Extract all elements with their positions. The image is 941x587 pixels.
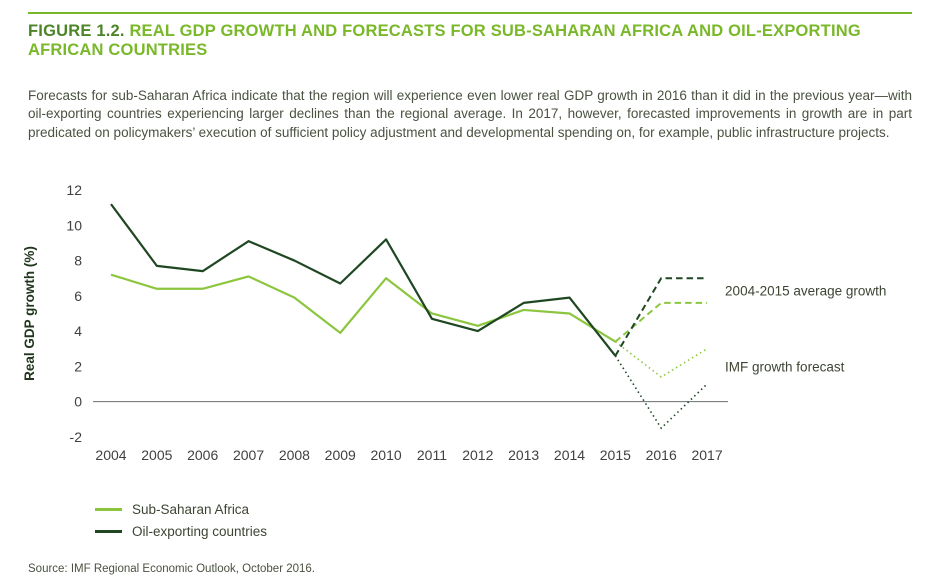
legend-label: Oil-exporting countries bbox=[132, 523, 268, 539]
x-tick-label: 2005 bbox=[141, 447, 172, 463]
series-line-forecast-dotted bbox=[614, 341, 708, 378]
gdp-growth-line-chart: 12 10 8 6 4 2 0 -2 2004 2005 2006 2007 2008 2009 2010 2… bbox=[22, 182, 886, 463]
figure-title: FIGURE 1.2. REAL GDP GROWTH AND FORECAST… bbox=[28, 22, 904, 60]
x-tick-label: 2012 bbox=[462, 447, 493, 463]
x-tick-label: 2017 bbox=[691, 447, 722, 463]
series-line-forecast-dotted bbox=[614, 355, 708, 430]
x-tick-label: 2010 bbox=[371, 447, 402, 463]
figure-number: FIGURE 1.2. bbox=[28, 22, 125, 40]
y-tick-label: 10 bbox=[66, 217, 82, 233]
x-tick-label: 2009 bbox=[325, 447, 356, 463]
x-tick-label: 2011 bbox=[417, 447, 447, 463]
y-tick-label: 6 bbox=[74, 288, 82, 304]
chart-legend: Sub-Saharan Africa Oil-exporting countri… bbox=[95, 498, 267, 542]
y-tick-label: -2 bbox=[70, 429, 83, 445]
source-note: Source: IMF Regional Economic Outlook, O… bbox=[28, 563, 316, 575]
series-line-average-dashed bbox=[614, 277, 708, 357]
y-tick-label: 0 bbox=[74, 394, 82, 410]
x-tick-label: 2014 bbox=[554, 447, 585, 463]
chart-annotation: IMF growth forecast bbox=[725, 359, 845, 374]
series-line-historical bbox=[110, 273, 616, 343]
x-tick-label: 2006 bbox=[187, 447, 218, 463]
series-line-average-dashed bbox=[614, 301, 708, 343]
y-axis-label: Real GDP growth (%) bbox=[22, 246, 37, 381]
y-tick-label: 4 bbox=[74, 323, 82, 339]
y-tick-label: 2 bbox=[74, 358, 82, 374]
top-rule bbox=[28, 12, 912, 14]
y-tick-label: 8 bbox=[74, 253, 82, 269]
legend-line-swatch-dark-green bbox=[95, 529, 122, 533]
y-tick-label: 12 bbox=[66, 182, 82, 198]
x-tick-label: 2015 bbox=[600, 447, 631, 463]
x-tick-label: 2013 bbox=[508, 447, 539, 463]
x-tick-label: 2007 bbox=[233, 447, 264, 463]
legend-item-oil-exporting-countries: Oil-exporting countries bbox=[95, 520, 267, 542]
figure-description: Forecasts for sub-Saharan Africa indicat… bbox=[28, 88, 912, 140]
series-line-historical bbox=[110, 203, 617, 357]
legend-label: Sub-Saharan Africa bbox=[132, 501, 250, 517]
figure-heading-text: REAL GDP GROWTH AND FORECASTS FOR SUB-SA… bbox=[28, 22, 861, 59]
x-tick-label: 2016 bbox=[646, 447, 677, 463]
x-tick-label: 2008 bbox=[279, 447, 310, 463]
legend-item-sub-saharan-africa: Sub-Saharan Africa bbox=[95, 498, 267, 520]
chart-annotation: 2004-2015 average growth bbox=[725, 284, 886, 299]
legend-line-swatch-light-green bbox=[95, 507, 122, 511]
x-tick-label: 2004 bbox=[95, 447, 126, 463]
